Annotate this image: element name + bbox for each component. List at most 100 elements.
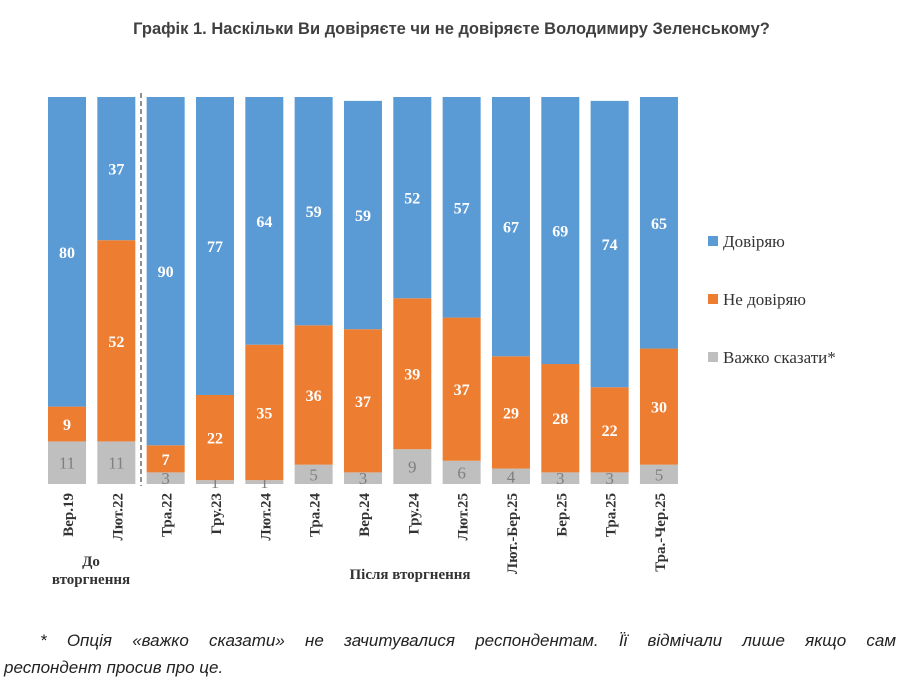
x-tick-label: Лют.22 [110, 493, 126, 540]
x-tick-label: Гру.23 [209, 493, 225, 535]
bar-segment-hard-to-say [639, 464, 678, 484]
data-label: 22 [207, 431, 223, 448]
bar-segment-trust [590, 100, 629, 388]
bar-segment-trust [393, 97, 432, 299]
x-tick-label: Вер.19 [61, 493, 77, 537]
bar-segment-hard-to-say [195, 480, 234, 484]
group-label-after: Після вторгнення [349, 567, 470, 583]
data-label: 3 [556, 469, 565, 488]
data-label: 4 [507, 467, 516, 486]
x-tick-label: Лют.-Бер.25 [505, 493, 521, 574]
data-label: 74 [602, 237, 618, 254]
data-label: 3 [161, 469, 170, 488]
data-label: 65 [651, 216, 667, 233]
data-label: 67 [503, 220, 519, 237]
legend-label: Не довіряю [723, 290, 806, 309]
bar-segment-distrust [343, 329, 382, 473]
bar-segment-distrust [393, 298, 432, 450]
x-tick-label: Тра.-Чер.25 [653, 493, 669, 572]
chart-title: Графік 1. Наскільки Ви довіряєте чи не д… [133, 20, 770, 38]
bar-segment-distrust [639, 348, 678, 465]
stacked-bar-chart: 11980Вер.19115237Лют.223790Тра.2212277Гр… [48, 93, 836, 588]
bar-segment-distrust [48, 406, 86, 442]
data-label: 3 [605, 469, 614, 488]
data-label: 77 [207, 239, 223, 256]
bar-segment-trust [541, 97, 580, 365]
data-label: 37 [355, 394, 371, 411]
bar-segment-trust [294, 97, 333, 326]
footnote-line-1: * Опція «важко сказати» не зачитувалися … [40, 631, 896, 650]
data-label: 80 [59, 245, 75, 262]
bar-segment-hard-to-say [97, 441, 136, 484]
x-tick-label: Лют.24 [258, 493, 274, 541]
bar-segment-distrust [245, 344, 284, 481]
data-label: 59 [306, 204, 322, 221]
data-label: 11 [59, 454, 75, 473]
bar-segment-distrust [442, 317, 481, 461]
group-label-before: вторгнення [52, 572, 130, 588]
data-label: 7 [162, 452, 170, 469]
bar-segment-trust [195, 97, 234, 395]
data-label: 52 [108, 334, 124, 351]
data-label: 22 [602, 423, 618, 440]
bar-segment-distrust [491, 356, 530, 469]
data-label: 35 [256, 405, 272, 422]
bar-segment-hard-to-say [245, 480, 284, 484]
data-label: 39 [404, 367, 420, 384]
bar-segment-distrust [294, 325, 333, 465]
data-label: 64 [256, 214, 272, 231]
bar-segment-hard-to-say [48, 441, 86, 484]
x-tick-label: Тра.22 [160, 493, 176, 537]
footnote-line-2: респондент просив про це. [4, 658, 224, 677]
data-label: 28 [552, 411, 568, 428]
data-label: 52 [404, 191, 420, 208]
data-label: 30 [651, 400, 667, 417]
data-label: 11 [108, 454, 124, 473]
legend-label: Довіряю [723, 232, 785, 251]
bar-segment-distrust [195, 394, 234, 481]
data-label: 1 [211, 473, 220, 492]
bar-segment-trust [48, 97, 86, 407]
group-label-before: До [82, 554, 100, 570]
x-tick-label: Лют.25 [456, 493, 472, 540]
data-label: 90 [158, 264, 174, 281]
bar-segment-distrust [541, 364, 580, 473]
bar-segment-trust [97, 97, 136, 241]
data-label: 37 [454, 382, 470, 399]
legend-label: Важко сказати* [723, 348, 836, 367]
data-label: 69 [552, 224, 568, 241]
bar-segment-hard-to-say [294, 464, 333, 484]
legend-swatch [708, 294, 718, 304]
x-tick-label: Тра.25 [604, 493, 620, 537]
legend-swatch [708, 236, 718, 246]
data-label: 57 [454, 200, 470, 217]
bar-segment-hard-to-say [343, 472, 382, 484]
bar-segment-trust [245, 97, 284, 345]
bar-segment-hard-to-say [541, 472, 580, 484]
bar-segment-trust [343, 100, 382, 330]
bar-segment-trust [442, 97, 481, 318]
x-tick-label: Бер.25 [554, 493, 570, 537]
bar-segment-distrust [590, 387, 629, 473]
data-label: 29 [503, 405, 519, 422]
x-tick-label: Гру.24 [406, 493, 422, 535]
bar-segment-trust [146, 97, 185, 446]
data-label: 6 [457, 463, 466, 482]
data-label: 59 [355, 208, 371, 225]
bar-segment-hard-to-say [590, 472, 629, 484]
data-label: 3 [359, 469, 368, 488]
legend-swatch [708, 352, 718, 362]
bar-segment-hard-to-say [442, 460, 481, 484]
data-label: 5 [309, 465, 318, 484]
data-label: 9 [408, 458, 417, 477]
bar-segment-hard-to-say [491, 468, 530, 484]
data-label: 37 [108, 162, 124, 179]
bar-segment-hard-to-say [146, 472, 185, 484]
x-tick-label: Вер.24 [357, 493, 373, 537]
bar-segment-distrust [97, 240, 136, 442]
data-label: 36 [306, 388, 322, 405]
bar-segment-trust [639, 97, 678, 349]
data-label: 1 [260, 473, 269, 492]
data-label: 9 [63, 417, 71, 434]
bar-segment-hard-to-say [393, 449, 432, 484]
